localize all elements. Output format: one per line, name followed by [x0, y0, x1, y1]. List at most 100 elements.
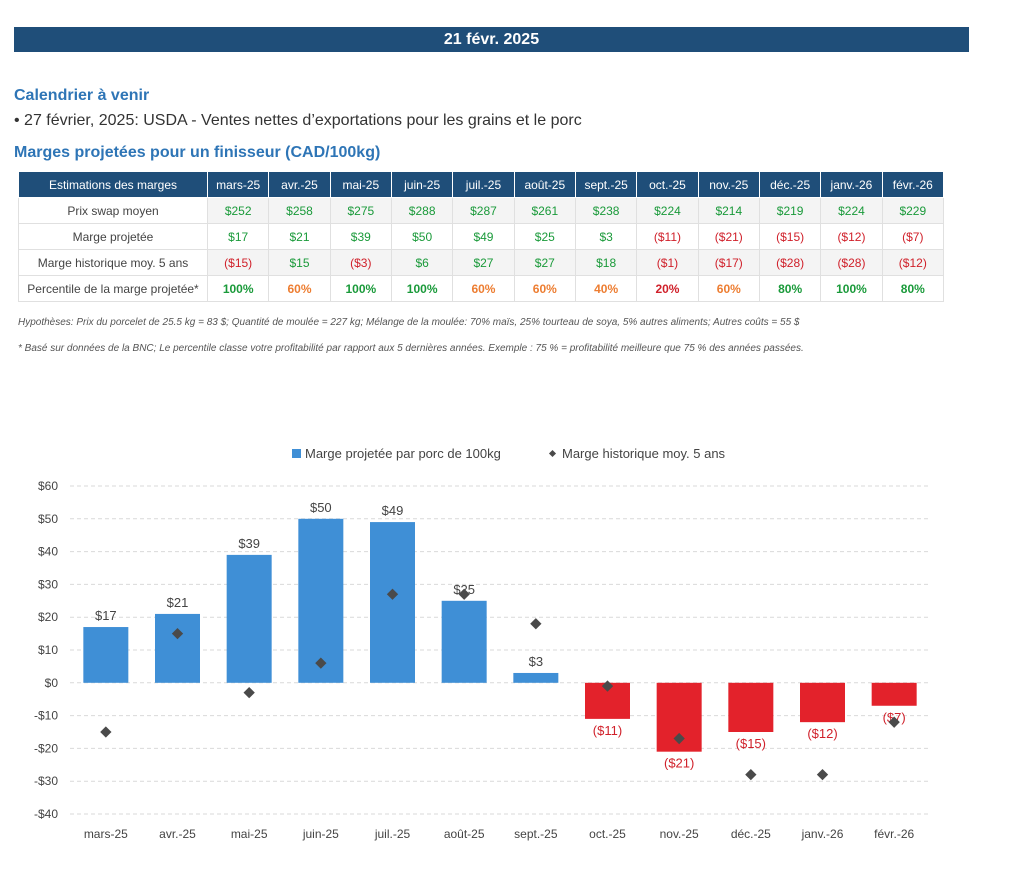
- table-header-month: oct.-25: [636, 171, 699, 198]
- table-header-month: mars-25: [206, 171, 270, 198]
- table-cell: ($17): [697, 249, 760, 276]
- table-row: Prix swap moyen $252 $258 $275 $288 $287 $261 $…: [18, 197, 945, 224]
- y-tick-label: $40: [38, 545, 58, 559]
- date-banner: 21 févr. 2025: [14, 27, 969, 52]
- table-cell: ($7): [881, 223, 945, 250]
- margin-chart: Marge projetée par porc de 100kg Marge h…: [34, 446, 930, 841]
- table-row: Marge historique moy. 5 ans ($15) $15 ($3) $…: [18, 249, 945, 276]
- legend-marker-label: Marge historique moy. 5 ans: [562, 446, 726, 461]
- table-cell: $214: [697, 197, 760, 224]
- table-header-month: août-25: [513, 171, 576, 198]
- table-cell: 60%: [452, 275, 515, 302]
- table-cell: $287: [452, 197, 515, 224]
- table-cell: $25: [513, 223, 576, 250]
- calendar-event: • 27 février, 2025: USDA - Ventes nettes…: [14, 112, 582, 129]
- table-cell: ($28): [820, 249, 883, 276]
- x-tick-label: févr.-26: [874, 827, 914, 841]
- table-cell: 60%: [268, 275, 331, 302]
- historical-marker: [100, 726, 112, 738]
- table-cell: ($15): [758, 223, 822, 250]
- bar-value-label: $21: [167, 595, 189, 610]
- table-cell: 60%: [513, 275, 576, 302]
- bar: [441, 600, 487, 683]
- table-cell: $219: [758, 197, 822, 224]
- historical-marker: [530, 618, 542, 630]
- historical-marker: [171, 627, 184, 640]
- table-row-label: Marge projetée: [18, 223, 208, 250]
- legend-bar-label: Marge projetée par porc de 100kg: [305, 446, 501, 461]
- bar-value-label: ($11): [593, 723, 622, 738]
- table-cell: ($11): [636, 223, 699, 250]
- bar-value-label: $49: [382, 503, 404, 518]
- y-tick-label: $30: [38, 577, 58, 591]
- table-cell: ($3): [329, 249, 392, 276]
- table-header-row: Estimations des marges mars-25 avr.-25 mai…: [18, 171, 945, 198]
- bar: [800, 682, 845, 723]
- table-cell: 40%: [574, 275, 638, 302]
- bar: [871, 682, 917, 706]
- historical-marker: [816, 768, 829, 781]
- y-tick-label: $50: [38, 512, 58, 526]
- table-cell: $229: [881, 197, 945, 224]
- table-cell: $238: [574, 197, 638, 224]
- table-header-month: sept.-25: [574, 171, 638, 198]
- bar: [728, 682, 774, 732]
- table-header-month: nov.-25: [697, 171, 760, 198]
- table-cell: ($28): [758, 249, 822, 276]
- y-tick-label: $60: [38, 479, 58, 493]
- legend-marker-swatch: [548, 449, 557, 458]
- historical-marker: [745, 768, 757, 781]
- margins-table: Estimations des marges mars-25 avr.-25 mai…: [18, 171, 945, 302]
- table-cell: $27: [513, 249, 576, 276]
- table-cell: ($1): [636, 249, 699, 276]
- table-cell: $27: [452, 249, 515, 276]
- chart-grid: [70, 485, 930, 815]
- table-cell: $17: [206, 223, 270, 250]
- table-header-month: déc.-25: [758, 171, 822, 198]
- legend-bar-swatch: [292, 449, 301, 458]
- y-tick-label: $0: [45, 676, 59, 690]
- table-cell: $18: [574, 249, 638, 276]
- x-tick-label: mai-25: [231, 827, 268, 841]
- table-cell: $224: [820, 197, 883, 224]
- table-row-label: Percentile de la marge projetée*: [18, 275, 208, 302]
- bar-value-label: ($15): [736, 736, 766, 751]
- bar-value-label: ($12): [807, 726, 837, 741]
- y-axis: $60 $50 $40 $30 $20 $10 $0 -$10 -$20 -$30 -$40: [34, 479, 58, 821]
- table-row: Marge projetée $17 $21 $39 $50 $49 $25 $3 ($11)(…: [18, 223, 945, 250]
- bar-series: $17$21$39$50$49$25$3($11)($21)($15)($12)…: [83, 500, 917, 771]
- table-header-month: janv.-26: [820, 171, 883, 198]
- table-cell: ($12): [881, 249, 945, 276]
- table-cell: 80%: [881, 275, 945, 302]
- table-cell: $39: [329, 223, 392, 250]
- table-corner-header: Estimations des marges: [18, 171, 208, 198]
- historical-marker: [888, 716, 900, 728]
- table-cell: $252: [206, 197, 270, 224]
- x-tick-label: janv.-26: [801, 827, 844, 841]
- table-cell: $49: [452, 223, 515, 250]
- bar: [370, 522, 415, 683]
- x-tick-label: déc.-25: [731, 827, 771, 841]
- table-cell: 100%: [329, 275, 392, 302]
- table-cell: $50: [390, 223, 454, 250]
- table-row-label: Prix swap moyen: [18, 197, 208, 224]
- table-cell: $261: [513, 197, 576, 224]
- calendar-title: Calendrier à venir: [14, 87, 150, 104]
- table-cell: ($12): [820, 223, 883, 250]
- hypotheses-note: Hypothèses: Prix du porcelet de 25.5 kg …: [18, 317, 800, 328]
- table-cell: $3: [574, 223, 638, 250]
- bar: [83, 627, 129, 683]
- marker-series: [100, 588, 900, 781]
- y-tick-label: $10: [38, 643, 58, 657]
- bar: [513, 672, 559, 683]
- table-header-month: juil.-25: [452, 171, 515, 198]
- table-row-label: Marge historique moy. 5 ans: [18, 249, 208, 276]
- table-cell: 100%: [206, 275, 270, 302]
- table-header-month: avr.-25: [268, 171, 331, 198]
- table-row: Percentile de la marge projetée* 100% 60% 1…: [18, 275, 945, 302]
- table-cell: ($15): [206, 249, 270, 276]
- historical-marker: [243, 686, 255, 699]
- table-header-month: juin-25: [390, 171, 454, 198]
- bar: [226, 554, 272, 683]
- y-tick-label: -$40: [34, 807, 58, 821]
